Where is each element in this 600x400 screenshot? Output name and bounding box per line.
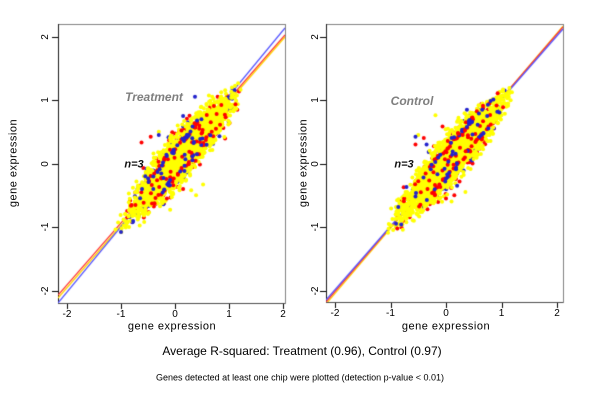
panel-title-treatment: Treatment [125, 90, 183, 104]
y-tick-label: 1 [310, 97, 321, 103]
y-tick-label: 2 [310, 33, 321, 40]
y-tick-label: 0 [310, 160, 321, 167]
x-tick-label: -2 [330, 308, 340, 319]
caption-r-squared: Average R-squared: Treatment (0.96), Con… [162, 344, 442, 358]
x-tick-label: -2 [62, 309, 72, 320]
x-axis-label-control: gene expression [401, 320, 491, 333]
x-tick-label: 1 [498, 308, 505, 319]
x-tick-label: 2 [280, 309, 286, 320]
y-tick-label: -1 [310, 222, 321, 232]
x-tick-label: -1 [116, 309, 126, 320]
x-tick-label: 0 [172, 309, 178, 320]
x-tick-label: 1 [226, 309, 232, 320]
x-tick-label: 0 [443, 308, 449, 319]
x-tick-label: -1 [386, 308, 395, 319]
x-tick-label: 2 [554, 308, 560, 319]
caption-detection-note: Genes detected at least one chip were pl… [156, 372, 444, 383]
x-axis-label-treatment: gene expression [127, 320, 217, 333]
y-axis-label-treatment: gene expression [7, 118, 20, 208]
y-tick-label: -2 [40, 286, 51, 295]
y-tick-label: -1 [40, 222, 51, 232]
y-tick-label: 0 [40, 160, 51, 167]
y-tick-label: 2 [40, 33, 51, 40]
panel-title-control: Control [390, 94, 434, 108]
n-annotation-control: n=3 [394, 158, 414, 171]
y-tick-label: -2 [310, 286, 321, 295]
y-axis-label-control: gene expression [297, 118, 310, 208]
y-tick-label: 1 [40, 97, 51, 103]
n-annotation-treatment: n=3 [124, 158, 144, 171]
